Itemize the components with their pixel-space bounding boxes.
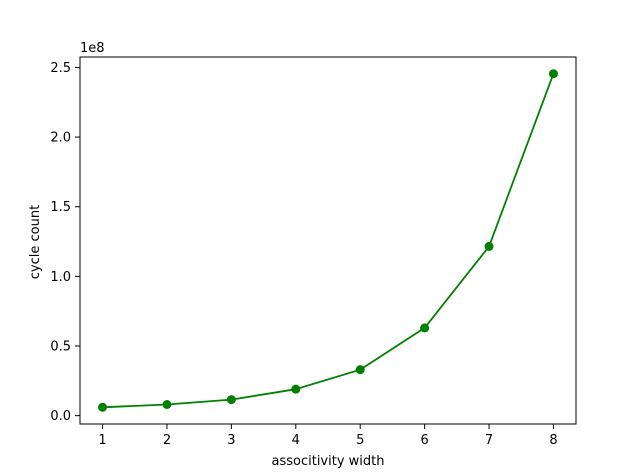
data-point [548, 69, 558, 79]
data-point [355, 365, 365, 375]
y-tick-label: 0.5 [50, 340, 71, 355]
data-point [98, 402, 108, 412]
x-tick-label: 7 [485, 433, 493, 448]
y-tick-label: 2.5 [50, 61, 71, 76]
x-tick-label: 8 [549, 433, 557, 448]
data-point [420, 323, 430, 333]
x-tick-label: 6 [420, 433, 428, 448]
plot-area: 1 2 3 4 5 6 7 8 0.0 0.5 1.0 1.5 2.0 2.5 [50, 56, 577, 448]
y-tick-label: 1.5 [50, 200, 71, 215]
data-point [484, 241, 494, 251]
x-tick-label: 4 [292, 433, 300, 448]
data-point [226, 395, 236, 405]
data-point [162, 400, 172, 410]
x-tick-label: 5 [356, 433, 364, 448]
x-tick-label: 2 [163, 433, 171, 448]
series-line [102, 73, 555, 409]
y-tick-label: 1.0 [50, 270, 71, 285]
y-axis-label: cycle count [28, 205, 43, 279]
x-tick-label: 3 [227, 433, 235, 448]
y-tick-label: 0.0 [50, 409, 71, 424]
x-tick-label: 1 [98, 433, 106, 448]
x-axis-label: associtivity width [272, 454, 385, 469]
data-point [291, 384, 301, 394]
y-offset-label: 1e8 [80, 41, 105, 56]
axes-frame [79, 56, 577, 425]
y-tick-label: 2.0 [50, 131, 71, 146]
